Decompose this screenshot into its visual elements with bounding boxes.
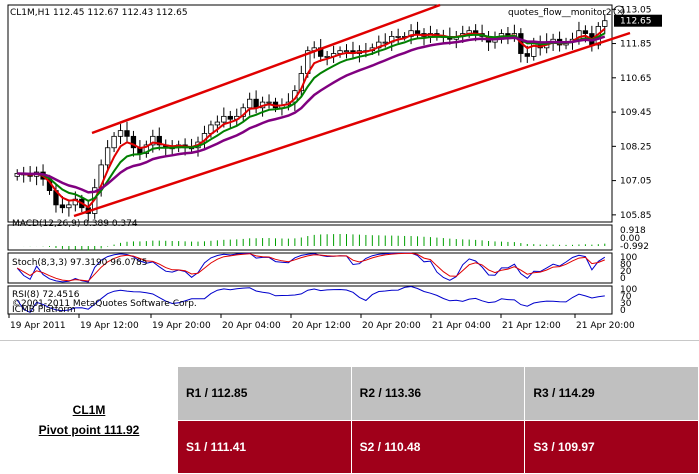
macd-label: MACD(12,26,9) 0.389 0.374 bbox=[12, 219, 138, 229]
r2-cell: R2 / 113.36 bbox=[350, 366, 526, 421]
candle-body bbox=[143, 144, 150, 154]
stoch-signal-line bbox=[16, 252, 605, 282]
stoch-main-line bbox=[16, 252, 606, 283]
x-tick-label: 20 Apr 20:00 bbox=[362, 321, 421, 331]
rsi-line bbox=[16, 285, 605, 314]
y-tick-label: 110.65 bbox=[620, 74, 652, 84]
candle-body bbox=[324, 55, 330, 58]
indicator-label: quotes_flow__monitor2 bbox=[508, 8, 612, 18]
candle-body bbox=[104, 147, 111, 166]
ma-slow-line bbox=[17, 35, 606, 194]
candle-body bbox=[247, 98, 253, 109]
candle-body bbox=[130, 135, 137, 149]
x-tick-label: 21 Apr 04:00 bbox=[432, 321, 491, 331]
stoch-tick-label: 20 bbox=[620, 267, 632, 277]
main-price-panel: 113.05 111.85 110.65 109.45 108.25 107.05 105.… bbox=[7, 3, 662, 315]
panel-frame-3 bbox=[7, 285, 613, 315]
s3-cell: S3 / 109.97 bbox=[524, 419, 699, 474]
candle-body bbox=[382, 41, 388, 44]
candle-body bbox=[156, 135, 162, 146]
candle-body bbox=[59, 204, 66, 209]
svg-text:×: × bbox=[617, 7, 624, 16]
candle-body bbox=[414, 30, 421, 34]
candle-body bbox=[343, 50, 350, 53]
channel-lower-line bbox=[73, 31, 631, 218]
candle-body bbox=[582, 30, 589, 34]
y-tick-label: 113.05 bbox=[620, 5, 652, 15]
close-icon[interactable]: × bbox=[613, 5, 625, 17]
y-tick-label: 109.45 bbox=[620, 108, 652, 118]
ma-mid-line bbox=[17, 32, 606, 203]
rsi-tick-label: 30 bbox=[620, 299, 632, 309]
macd-tick-label: 0.00 bbox=[620, 234, 640, 244]
candle-body bbox=[524, 53, 530, 57]
x-tick-label: 20 Apr 12:00 bbox=[292, 321, 351, 331]
candle-body bbox=[117, 130, 124, 137]
candle-body bbox=[602, 20, 608, 27]
stoch-tick-label: 100 bbox=[620, 253, 637, 263]
candle-body bbox=[150, 135, 156, 146]
rsi-tick-label: 100 bbox=[620, 285, 637, 295]
candle-body bbox=[266, 101, 272, 104]
candle-body bbox=[395, 36, 401, 38]
stoch-tick-label: 80 bbox=[620, 260, 632, 270]
y-tick-label: 108.25 bbox=[620, 142, 652, 152]
candle-body bbox=[66, 204, 72, 209]
rsi-label: RSI(8) 72.4516 bbox=[12, 290, 80, 300]
y-tick-label: 105.85 bbox=[620, 211, 652, 221]
candle-body bbox=[124, 130, 130, 137]
s1-cell: S1 / 111.41 bbox=[177, 419, 352, 474]
x-tick-label: 20 Apr 04:00 bbox=[222, 321, 281, 331]
r1-cell: R1 / 112.85 bbox=[177, 366, 352, 421]
candle-body bbox=[111, 135, 117, 149]
chart-background bbox=[0, 0, 699, 340]
separator-line bbox=[0, 340, 699, 341]
candle-body bbox=[408, 30, 414, 37]
x-tick-label: 21 Apr 12:00 bbox=[502, 321, 561, 331]
x-tick-label: 21 Apr 20:00 bbox=[576, 321, 635, 331]
panel-frame-1 bbox=[7, 224, 613, 251]
y-tick-label: 111.85 bbox=[620, 40, 652, 50]
candle-body bbox=[227, 115, 233, 120]
x-tick-label: 19 Apr 12:00 bbox=[80, 321, 139, 331]
macd-tick-label: -0.992 bbox=[620, 242, 649, 252]
pivot-point: Pivot point 111.92 bbox=[38, 423, 140, 437]
chart: 113.05 111.85 110.65 109.45 108.25 107.05 105.… bbox=[0, 0, 699, 340]
platform-label: ICMB Platform bbox=[12, 305, 76, 315]
x-tick-label: 19 Apr 20:00 bbox=[152, 321, 211, 331]
watermark: ©2001-2011 MetaQuotes Software Corp. bbox=[12, 299, 197, 309]
current-price-label: 112.65 bbox=[620, 17, 652, 27]
channel-upper-line bbox=[91, 3, 441, 135]
candle-body bbox=[221, 115, 227, 123]
r3-cell: R3 / 114.29 bbox=[524, 366, 699, 421]
panel-frame-2 bbox=[7, 252, 613, 284]
candle-body bbox=[214, 121, 221, 126]
rsi-tick-label: 70 bbox=[620, 292, 632, 302]
s2-cell: S2 / 110.48 bbox=[350, 419, 526, 474]
stoch-label: Stoch(8,3,3) 97.3190 96.0785 bbox=[12, 258, 147, 268]
pivot-table: CL1M Pivot point 111.92 R1 / 112.85 R2 /… bbox=[0, 366, 699, 474]
stoch-tick-label: 0 bbox=[620, 274, 626, 284]
current-price-box bbox=[614, 14, 662, 27]
x-axis: 19 Apr 2011 19 Apr 12:00 19 Apr 20:00 20 Ap… bbox=[8, 314, 635, 331]
y-tick-label: 107.05 bbox=[620, 177, 652, 187]
pivot-symbol-cell: CL1M Pivot point 111.92 bbox=[0, 366, 178, 474]
x-tick-label: 19 Apr 2011 bbox=[10, 321, 66, 331]
pivot-symbol: CL1M bbox=[72, 403, 106, 417]
macd-tick-label: 0.918 bbox=[620, 226, 646, 236]
rsi-tick-label: 0 bbox=[620, 306, 626, 316]
panel-frame-0 bbox=[7, 4, 613, 223]
symbol-header: CL1M,H1 112.45 112.67 112.43 112.65 bbox=[10, 8, 188, 18]
candle-body bbox=[253, 98, 259, 109]
